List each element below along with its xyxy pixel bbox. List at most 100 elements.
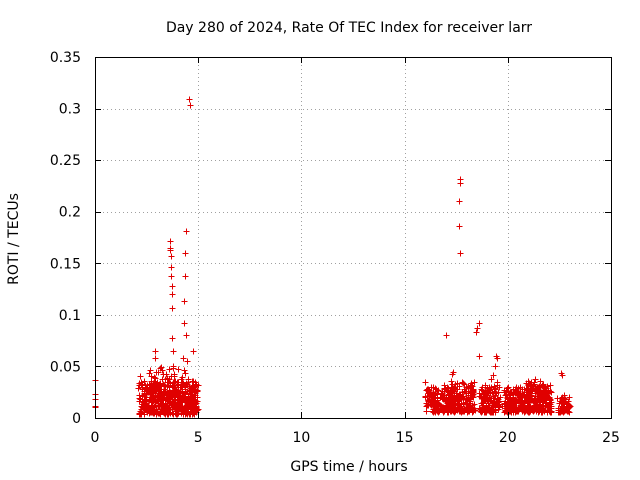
data-point bbox=[479, 408, 486, 415]
data-point bbox=[172, 400, 179, 407]
data-point bbox=[185, 376, 192, 383]
data-point bbox=[488, 376, 495, 383]
data-point bbox=[532, 376, 539, 383]
data-point bbox=[147, 367, 154, 374]
data-point bbox=[152, 348, 159, 355]
data-point bbox=[518, 403, 525, 410]
data-point bbox=[531, 404, 538, 411]
data-point bbox=[502, 398, 509, 405]
data-point bbox=[182, 370, 189, 377]
data-point bbox=[422, 379, 429, 386]
data-point bbox=[148, 398, 155, 405]
data-point bbox=[166, 366, 173, 373]
data-point bbox=[506, 408, 513, 415]
data-point bbox=[492, 390, 499, 397]
data-point bbox=[473, 329, 480, 336]
data-point bbox=[169, 382, 176, 389]
data-point bbox=[432, 385, 439, 392]
data-point bbox=[443, 332, 450, 339]
data-point bbox=[558, 408, 565, 415]
data-point bbox=[448, 407, 455, 414]
data-point bbox=[169, 305, 176, 312]
data-point bbox=[458, 395, 465, 402]
data-point bbox=[476, 390, 483, 397]
data-point bbox=[488, 384, 495, 391]
data-point bbox=[454, 380, 461, 387]
data-point bbox=[176, 389, 183, 396]
data-point bbox=[169, 283, 176, 290]
data-point bbox=[178, 399, 185, 406]
data-point bbox=[187, 102, 194, 109]
data-point bbox=[515, 408, 522, 415]
data-point bbox=[175, 393, 182, 400]
data-point bbox=[483, 403, 490, 410]
data-point bbox=[559, 394, 566, 401]
data-point bbox=[548, 399, 555, 406]
data-point bbox=[448, 378, 455, 385]
data-point bbox=[137, 373, 144, 380]
data-point bbox=[465, 383, 472, 390]
data-point bbox=[508, 397, 515, 404]
data-point bbox=[487, 398, 494, 405]
data-point bbox=[566, 394, 573, 401]
data-point bbox=[526, 380, 533, 387]
data-point bbox=[175, 366, 182, 373]
data-point bbox=[521, 402, 528, 409]
data-point bbox=[440, 409, 447, 416]
axis-ticks: 0 5 10 15 20 25 0 0.05 0.1 0.15 0.2 0.25 0.3 0.35 bbox=[50, 50, 620, 446]
data-point bbox=[547, 388, 554, 395]
data-point bbox=[454, 386, 461, 393]
data-point bbox=[187, 387, 194, 394]
data-point bbox=[454, 404, 461, 411]
data-point bbox=[514, 392, 521, 399]
data-point bbox=[182, 273, 189, 280]
data-point bbox=[450, 369, 457, 376]
x-tick-label: 10 bbox=[292, 430, 310, 446]
data-point bbox=[447, 387, 454, 394]
data-point bbox=[525, 388, 532, 395]
data-point bbox=[166, 387, 173, 394]
data-point bbox=[168, 264, 175, 271]
data-point bbox=[438, 391, 445, 398]
data-point bbox=[193, 407, 200, 414]
data-point bbox=[167, 247, 174, 254]
data-point bbox=[147, 408, 154, 415]
data-point bbox=[182, 250, 189, 257]
data-point bbox=[456, 223, 463, 230]
data-point bbox=[169, 335, 176, 342]
data-point bbox=[456, 198, 463, 205]
data-point bbox=[424, 402, 431, 409]
data-point bbox=[479, 402, 486, 409]
data-point bbox=[158, 364, 165, 371]
data-point bbox=[457, 180, 464, 187]
data-point bbox=[189, 403, 196, 410]
data-point bbox=[136, 395, 143, 402]
data-point bbox=[190, 378, 197, 385]
data-point bbox=[187, 411, 194, 418]
x-tick-label: 15 bbox=[396, 430, 414, 446]
data-point bbox=[426, 387, 433, 394]
data-point bbox=[496, 404, 503, 411]
data-point bbox=[501, 401, 508, 408]
data-point bbox=[168, 273, 175, 280]
data-point bbox=[170, 348, 177, 355]
data-point bbox=[168, 373, 175, 380]
data-point bbox=[482, 384, 489, 391]
data-point bbox=[164, 402, 171, 409]
data-point bbox=[536, 392, 543, 399]
data-point bbox=[459, 379, 466, 386]
data-point bbox=[156, 403, 163, 410]
data-point bbox=[169, 291, 176, 298]
data-point bbox=[433, 405, 440, 412]
data-point bbox=[156, 410, 163, 417]
data-point bbox=[517, 384, 524, 391]
data-point bbox=[146, 381, 153, 388]
data-point bbox=[440, 396, 447, 403]
data-point bbox=[480, 399, 487, 406]
data-point bbox=[165, 393, 172, 400]
data-point bbox=[476, 353, 483, 360]
data-point bbox=[147, 386, 154, 393]
y-tick-label: 0.35 bbox=[50, 50, 81, 66]
data-point bbox=[159, 367, 166, 374]
data-point bbox=[548, 389, 555, 396]
